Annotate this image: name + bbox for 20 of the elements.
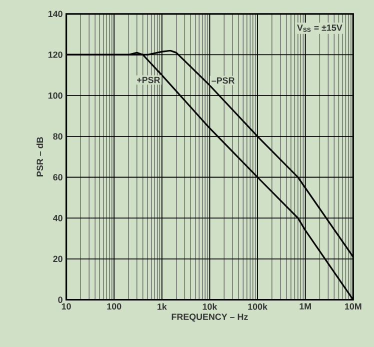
x-tick-label: 100: [107, 303, 122, 310]
y-axis-title: PSR – dB: [36, 136, 44, 176]
y-tick-label: 100: [48, 92, 62, 99]
x-tick-label: 10M: [345, 303, 362, 310]
x-tick-label: 1M: [300, 303, 311, 310]
y-tick-label: 140: [48, 10, 62, 17]
y-tick-label: 0: [58, 296, 62, 303]
x-axis-title: FREQUENCY – Hz: [172, 313, 248, 322]
y-tick-label: 20: [53, 256, 62, 262]
x-tick-label: 100k: [248, 303, 268, 310]
annotation: V$_{SS}$ = ±15V: [297, 24, 342, 32]
y-tick-label: 60: [53, 174, 62, 180]
series-label: +PSR: [137, 76, 160, 83]
x-tick-label: 10: [62, 303, 71, 310]
y-tick-label: 40: [52, 214, 62, 222]
series-label: –PSR: [212, 77, 235, 84]
x-tick-label: 10k: [202, 303, 218, 310]
x-tick-label: 1k: [158, 303, 167, 310]
y-tick-label: 80: [53, 133, 62, 140]
y-tick-label: 120: [48, 51, 62, 58]
